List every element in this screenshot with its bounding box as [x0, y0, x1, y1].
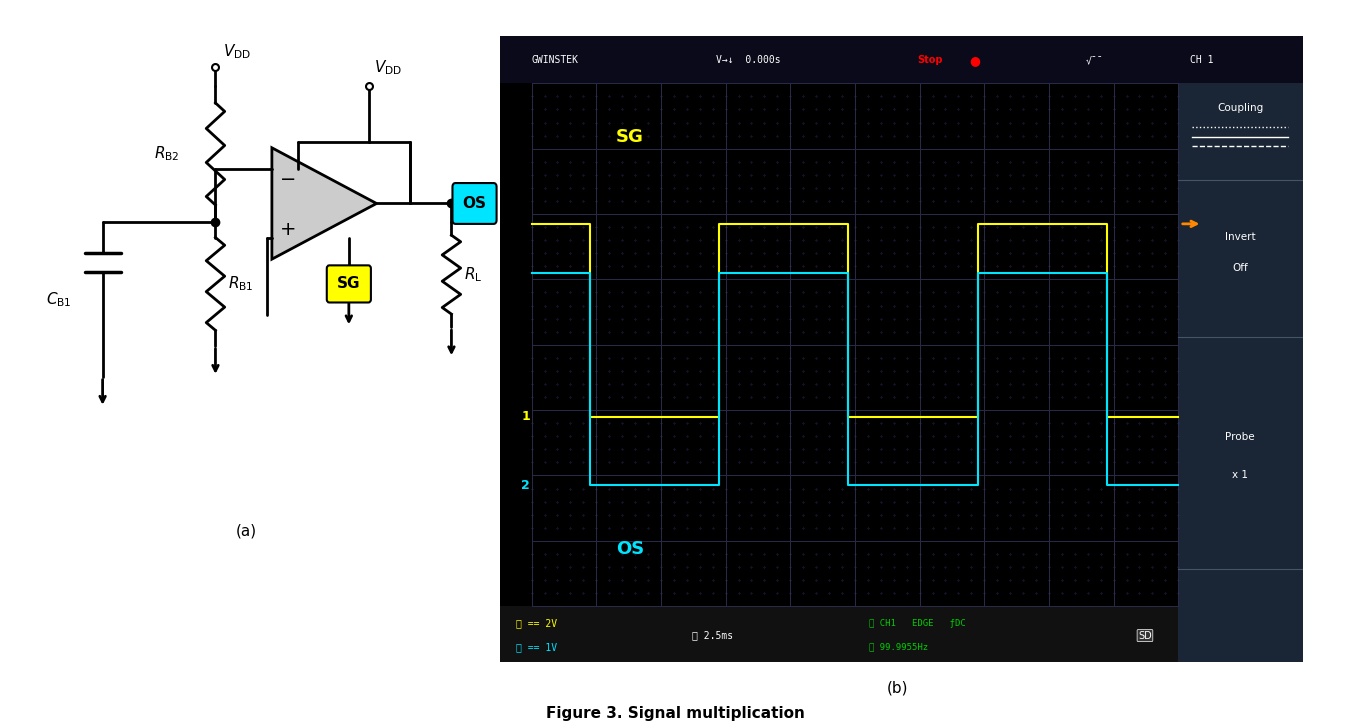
Text: Probe: Probe — [1226, 432, 1256, 442]
Text: Coupling: Coupling — [1216, 103, 1264, 114]
Bar — [500, 36, 1303, 83]
Text: Invert: Invert — [1224, 232, 1256, 242]
Polygon shape — [271, 148, 377, 259]
Text: SD: SD — [1138, 630, 1152, 641]
Text: √¯¯: √¯¯ — [1085, 55, 1103, 66]
Text: ① == 2V: ① == 2V — [516, 619, 556, 629]
Text: $C_{\rm B1}$: $C_{\rm B1}$ — [46, 290, 72, 309]
Text: ❷ 99.9955Hz: ❷ 99.9955Hz — [869, 642, 927, 652]
Text: +: + — [279, 220, 296, 239]
Text: 2: 2 — [521, 479, 531, 491]
Text: SG: SG — [616, 128, 644, 146]
Text: OS: OS — [616, 540, 644, 558]
FancyBboxPatch shape — [452, 183, 497, 224]
FancyBboxPatch shape — [327, 265, 371, 302]
Text: ② == 1V: ② == 1V — [516, 642, 556, 652]
Text: OS: OS — [463, 196, 486, 211]
Text: ❶ CH1   EDGE   ƒDC: ❶ CH1 EDGE ƒDC — [869, 619, 965, 628]
Text: V→↓  0.000s: V→↓ 0.000s — [717, 55, 782, 66]
Bar — [1179, 36, 1303, 662]
Bar — [500, 606, 1179, 662]
Text: SG: SG — [338, 276, 360, 290]
Text: $V_{\rm DD}$: $V_{\rm DD}$ — [223, 42, 251, 61]
Text: −: − — [279, 170, 296, 189]
Text: Figure 3. Signal multiplication: Figure 3. Signal multiplication — [545, 705, 805, 721]
Text: Off: Off — [1233, 263, 1247, 273]
Text: (a): (a) — [236, 524, 256, 539]
Text: $R_{\rm B2}$: $R_{\rm B2}$ — [154, 145, 180, 163]
Text: ●: ● — [969, 54, 980, 67]
Text: $V_{\rm DD}$: $V_{\rm DD}$ — [374, 58, 402, 76]
Text: $R_{\rm L}$: $R_{\rm L}$ — [464, 265, 483, 284]
Text: (b): (b) — [887, 681, 909, 695]
Text: GWINSTEK: GWINSTEK — [532, 55, 579, 66]
Text: $R_{\rm B1}$: $R_{\rm B1}$ — [228, 274, 254, 293]
Text: Ⓞ 2.5ms: Ⓞ 2.5ms — [693, 630, 733, 641]
Text: x 1: x 1 — [1233, 470, 1249, 480]
Text: CH 1: CH 1 — [1191, 55, 1214, 66]
Text: 1: 1 — [521, 410, 531, 423]
Text: Stop: Stop — [917, 55, 942, 66]
